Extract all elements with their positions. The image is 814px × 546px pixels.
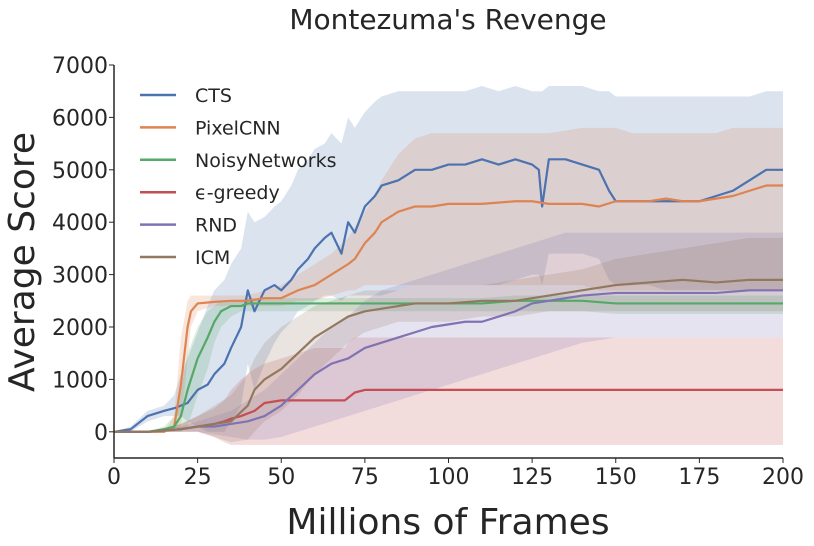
x-tick-label: 50 (267, 465, 295, 490)
line-rnd (114, 289, 783, 433)
y-tick-label: 3000 (52, 264, 108, 289)
legend-label: ICM (195, 247, 230, 269)
band-cts (114, 85, 783, 432)
legend-label: NoisyNetworks (195, 150, 337, 172)
y-tick-label: 2000 (52, 316, 108, 341)
x-tick-label: 75 (351, 465, 379, 490)
x-ticks: 0 25 50 75 100 125 150 175 200 (107, 458, 804, 490)
x-axis-label: Millions of Frames (286, 502, 609, 543)
y-tick-label: 1000 (52, 368, 108, 393)
band-pixelcnn (114, 127, 783, 432)
line-pixelcnn (114, 184, 783, 433)
band-icm (114, 237, 783, 443)
y-tick-label: 7000 (52, 54, 108, 79)
x-tick-label: 100 (428, 465, 470, 490)
line-greedy (114, 388, 783, 433)
y-ticks: 0 1000 2000 3000 4000 5000 6000 7000 (52, 54, 114, 446)
legend: CTS PixelCNN NoisyNetworks ϵ-greedy RND ICM (140, 85, 337, 269)
band-greedy (114, 337, 783, 445)
x-tick-label: 0 (107, 465, 121, 490)
y-tick-label: 5000 (52, 159, 108, 184)
y-tick-label: 6000 (52, 106, 108, 131)
band-noisynetworks (114, 295, 783, 432)
y-tick-label: 4000 (52, 211, 108, 236)
series-lines (113, 158, 783, 433)
y-tick-label: 0 (94, 421, 108, 446)
chart-title: Montezuma's Revenge (289, 3, 606, 36)
x-tick-label: 200 (762, 465, 804, 490)
x-tick-label: 25 (184, 465, 212, 490)
line-icm (114, 278, 783, 433)
x-tick-label: 125 (511, 465, 553, 490)
x-tick-label: 150 (595, 465, 637, 490)
legend-label: PixelCNN (195, 117, 281, 139)
legend-label: CTS (195, 85, 232, 107)
x-tick-label: 175 (678, 465, 720, 490)
y-axis-label: Average Score (2, 132, 43, 392)
legend-label: ϵ-greedy (195, 182, 280, 204)
line-noisynetworks (114, 299, 783, 433)
legend-label: RND (195, 215, 237, 237)
